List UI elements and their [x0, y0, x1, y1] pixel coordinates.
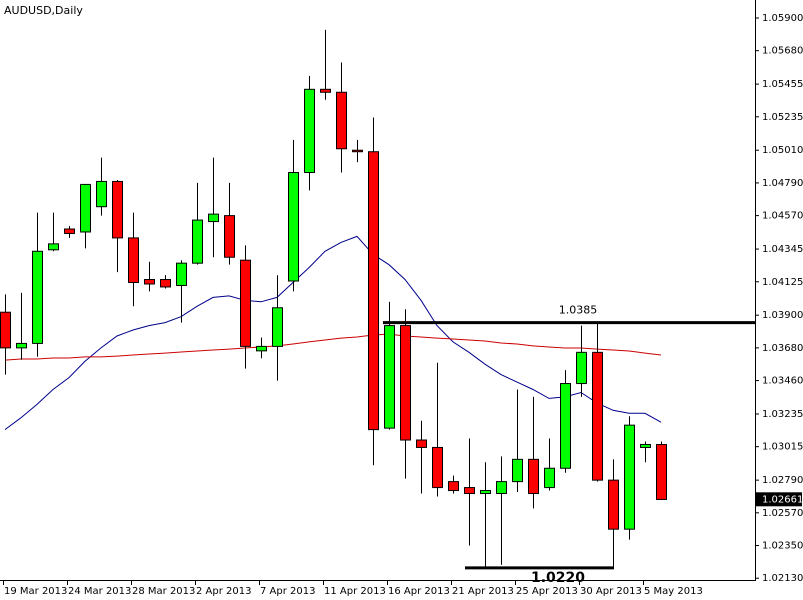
x-tick-label: 2 Apr 2013 — [196, 586, 251, 597]
moving-average-line — [4, 235, 662, 431]
candle-body — [80, 183, 91, 233]
last-price-box — [756, 492, 802, 507]
y-tick-label: 1.03460 — [762, 376, 803, 387]
candle-body — [352, 149, 363, 153]
x-tick-label: 28 Mar 2013 — [132, 586, 195, 597]
candle-body — [64, 228, 75, 234]
candle-body — [0, 311, 11, 349]
y-tick-label: 1.05235 — [762, 112, 803, 123]
level-label: 1.0220 — [531, 570, 585, 586]
y-tick-label: 1.03015 — [762, 442, 803, 453]
candle-body — [48, 243, 59, 251]
candle-body — [640, 443, 651, 448]
y-tick-label: 1.05900 — [762, 13, 803, 24]
y-tick-label: 1.05455 — [762, 79, 803, 90]
y-tick-label: 1.05010 — [762, 145, 803, 156]
candle-body — [320, 88, 331, 93]
candle-body — [304, 88, 315, 174]
candle-body — [144, 279, 155, 285]
last-price-label: 1.02661 — [762, 494, 803, 505]
y-tick-label: 1.03235 — [762, 409, 803, 420]
candle-body — [576, 351, 587, 385]
candle-body — [336, 91, 347, 150]
candle-body — [592, 351, 603, 481]
candle-body — [288, 172, 299, 282]
candle-body — [32, 250, 43, 344]
candle-body — [512, 458, 523, 483]
x-tick-label: 16 Apr 2013 — [388, 586, 450, 597]
candle-body — [272, 307, 283, 347]
chart-title: AUDUSD,Daily — [4, 4, 83, 17]
candle-body — [496, 481, 507, 495]
candle-body — [224, 215, 235, 258]
y-tick-label: 1.04125 — [762, 277, 803, 288]
x-tick-label: 7 Apr 2013 — [260, 586, 315, 597]
x-tick-label: 21 Apr 2013 — [452, 586, 514, 597]
candle-body — [544, 467, 555, 489]
candle-body — [656, 443, 667, 500]
candle-body — [128, 237, 139, 283]
y-tick-label: 1.02570 — [762, 508, 803, 519]
candle-body — [368, 151, 379, 431]
y-tick-label: 1.02130 — [762, 573, 803, 584]
candle-body — [240, 259, 251, 347]
y-tick-label: 1.02350 — [762, 541, 803, 552]
y-tick-label: 1.05680 — [762, 46, 803, 57]
candle-body — [192, 219, 203, 264]
y-tick-label: 1.04345 — [762, 244, 803, 255]
x-tick-label: 24 Mar 2013 — [68, 586, 131, 597]
candle-body — [256, 345, 267, 352]
candle-body — [384, 325, 395, 429]
y-tick-label: 1.04790 — [762, 178, 803, 189]
x-tick-label: 30 Apr 2013 — [580, 586, 642, 597]
y-tick-label: 1.03900 — [762, 310, 803, 321]
x-tick-label: 19 Mar 2013 — [4, 586, 67, 597]
y-tick-label: 1.04570 — [762, 211, 803, 222]
candle-body — [608, 479, 619, 530]
candle-body — [96, 180, 107, 208]
candle-body — [464, 487, 475, 495]
candle-body — [480, 490, 491, 495]
x-tick-label: 5 May 2013 — [644, 586, 703, 597]
candle-body — [624, 424, 635, 530]
candle-body — [160, 279, 171, 288]
candle-body — [432, 446, 443, 489]
candle-body — [16, 342, 27, 349]
candle-body — [176, 262, 187, 286]
candle-body — [416, 439, 427, 448]
x-tick-label: 11 Apr 2013 — [324, 586, 386, 597]
candle-body — [560, 383, 571, 469]
candle-body — [448, 481, 459, 492]
level-label: 1.0385 — [559, 304, 598, 317]
y-tick-label: 1.03680 — [762, 343, 803, 354]
candle-body — [208, 213, 219, 223]
x-tick-label: 25 Apr 2013 — [516, 586, 578, 597]
candle-body — [528, 458, 539, 495]
moving-average-line — [4, 333, 662, 361]
candle-body — [112, 180, 123, 239]
y-tick-label: 1.02790 — [762, 475, 803, 486]
candle-body — [400, 325, 411, 441]
